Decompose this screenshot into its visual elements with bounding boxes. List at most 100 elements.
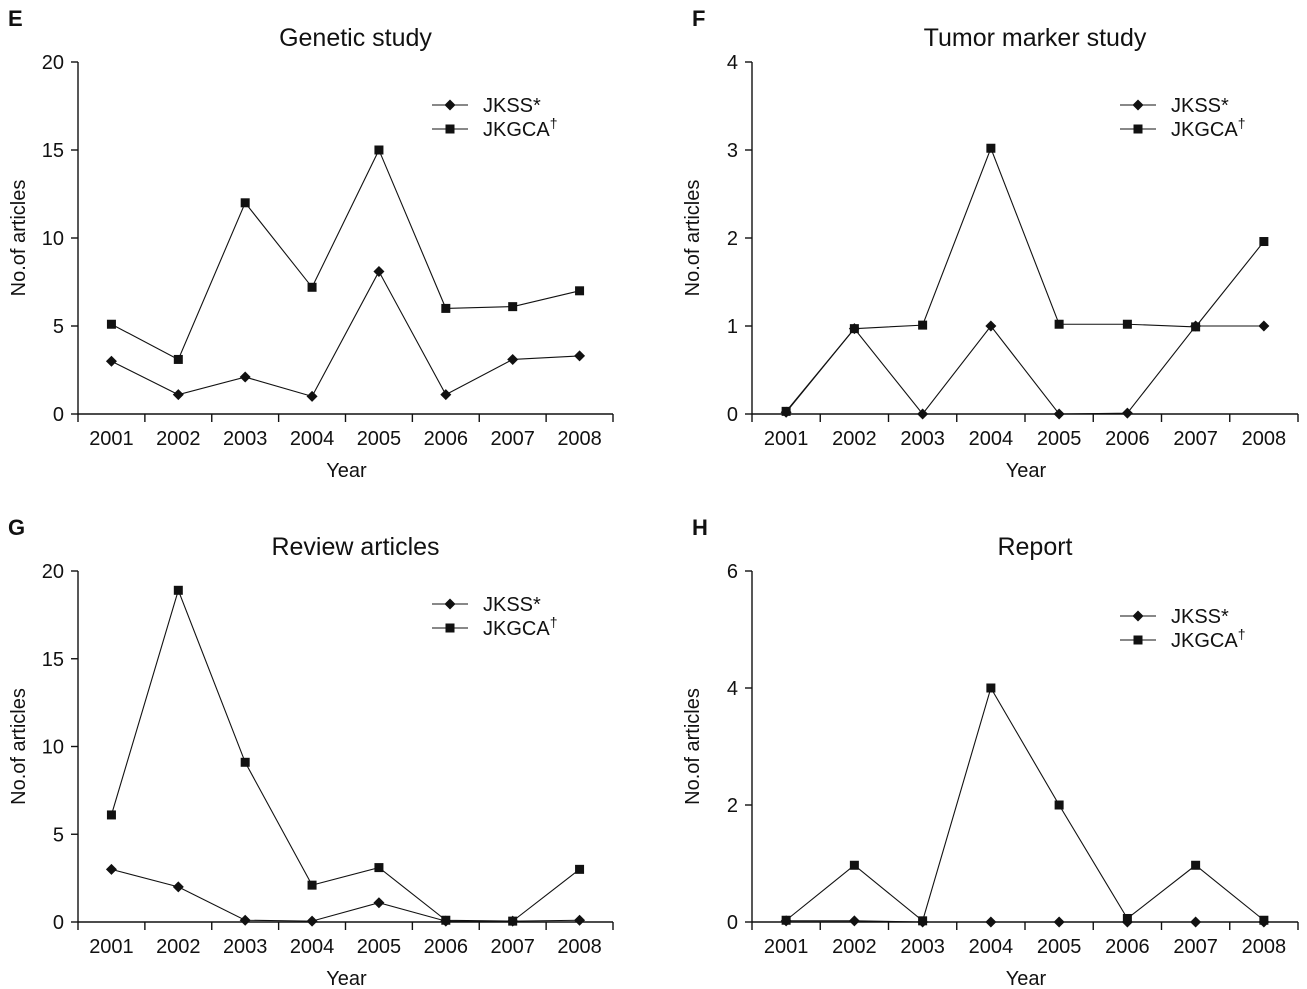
x-tick-label: 2008 [557,936,602,958]
square-point [1259,915,1269,925]
series-line [785,146,1265,412]
y-tick-label: 10 [42,737,64,759]
square-point [575,286,585,296]
panel-letter: E [8,6,23,31]
legend-entry: JKGCA† [1120,626,1245,652]
legend-entry: JKGCA† [432,614,557,640]
diamond-point [1053,408,1065,420]
y-tick-label: 0 [727,912,738,934]
series-jkss [780,320,1270,420]
y-tick-label: 5 [53,316,64,338]
legend-entry: JKSS* [432,594,541,616]
legend-entry: JKGCA† [432,115,557,141]
x-tick-label: 2004 [290,428,335,450]
legend-square-icon [1133,124,1143,134]
series-line [785,325,1264,415]
series-jkgca [781,683,1269,926]
diamond-point [1258,320,1270,332]
square-point [1122,913,1132,923]
diamond-point [1053,916,1065,928]
legend-entry: JKSS* [1120,606,1229,628]
diamond-point [105,355,117,367]
legend-diamond-icon [1132,99,1144,111]
y-tick-label: 0 [53,912,64,934]
diamond-point [373,897,385,909]
y-tick-label: 20 [42,52,64,74]
legend-label: JKSS* [1171,606,1229,628]
diamond-point [985,916,997,928]
chart-panel-G: G Review articles 0 5 10 15 20 2001 2002 2003 2004… [8,515,614,989]
square-point [781,915,791,925]
x-tick-label: 2003 [223,936,268,958]
diamond-point [917,408,929,420]
chart-panel-H: H Report 0 2 4 6 2001 2002 2003 2004 2005 2006 2007 2… [682,515,1299,989]
x-tick-label: 2003 [223,428,268,450]
diamond-point [239,914,251,926]
panel-letter: F [692,6,705,31]
x-tick-label: 2006 [1105,428,1150,450]
legend-square-icon [1133,635,1143,645]
square-point [173,585,183,595]
x-tick-label: 2002 [832,936,877,958]
legend-diamond-icon [444,598,456,610]
square-point [508,302,518,312]
diamond-point [574,350,586,362]
series-line [111,868,580,922]
y-tick-label: 3 [727,140,738,162]
x-tick-label: 2008 [1242,936,1287,958]
x-tick-label: 2007 [1173,428,1218,450]
square-point [374,145,384,155]
series-jkgca [781,143,1269,416]
y-axis-label: No.of articles [8,180,30,297]
y-axis-label: No.of articles [8,688,30,805]
chart-title: Genetic study [279,24,432,52]
square-point [918,916,928,926]
x-tick-label: 2007 [490,936,535,958]
x-tick-label: 2005 [1037,936,1082,958]
square-point [781,406,791,416]
square-point [374,863,384,873]
x-axis-label: Year [1006,460,1047,482]
square-point [849,860,859,870]
y-axis-label: No.of articles [682,180,704,297]
diamond-point [985,320,997,332]
legend-diamond-icon [1132,610,1144,622]
x-tick-label: 2005 [357,428,402,450]
x-tick-label: 2002 [832,428,877,450]
y-tick-label: 0 [53,404,64,426]
x-tick-label: 2005 [1037,428,1082,450]
diamond-point [172,389,184,401]
y-tick-label: 1 [727,316,738,338]
square-point [986,683,996,693]
x-tick-label: 2007 [490,428,535,450]
x-tick-label: 2006 [424,936,469,958]
x-tick-label: 2001 [764,936,809,958]
panel-letter: H [692,515,708,540]
y-tick-label: 0 [727,404,738,426]
x-tick-label: 2004 [290,936,335,958]
square-point [307,282,317,292]
square-point [508,916,518,926]
chart-panel-F: F Tumor marker study 0 1 2 3 4 2001 2002 2003 2004… [682,6,1299,482]
x-axis-label: Year [1006,968,1047,989]
series-line [111,148,580,361]
y-axis-label: No.of articles [682,688,704,805]
series-jkgca [106,585,585,926]
square-point [918,320,928,330]
y-tick-label: 4 [727,678,738,700]
x-axis-label: Year [326,460,367,482]
diamond-point [172,881,184,893]
y-tick-label: 5 [53,824,64,846]
square-point [441,915,451,925]
legend-label: JKGCA† [483,614,557,640]
diamond-point [105,863,117,875]
x-tick-label: 2003 [900,936,945,958]
square-point [1054,319,1064,329]
series-line [786,920,1264,923]
square-point [307,880,317,890]
x-tick-label: 2001 [89,428,134,450]
y-tick-label: 4 [727,52,738,74]
x-tick-label: 2005 [357,936,402,958]
chart-panel-E: E Genetic study 0 5 10 15 20 2001 2002 2003 2004 20… [8,6,614,482]
legend-square-icon [445,124,455,134]
